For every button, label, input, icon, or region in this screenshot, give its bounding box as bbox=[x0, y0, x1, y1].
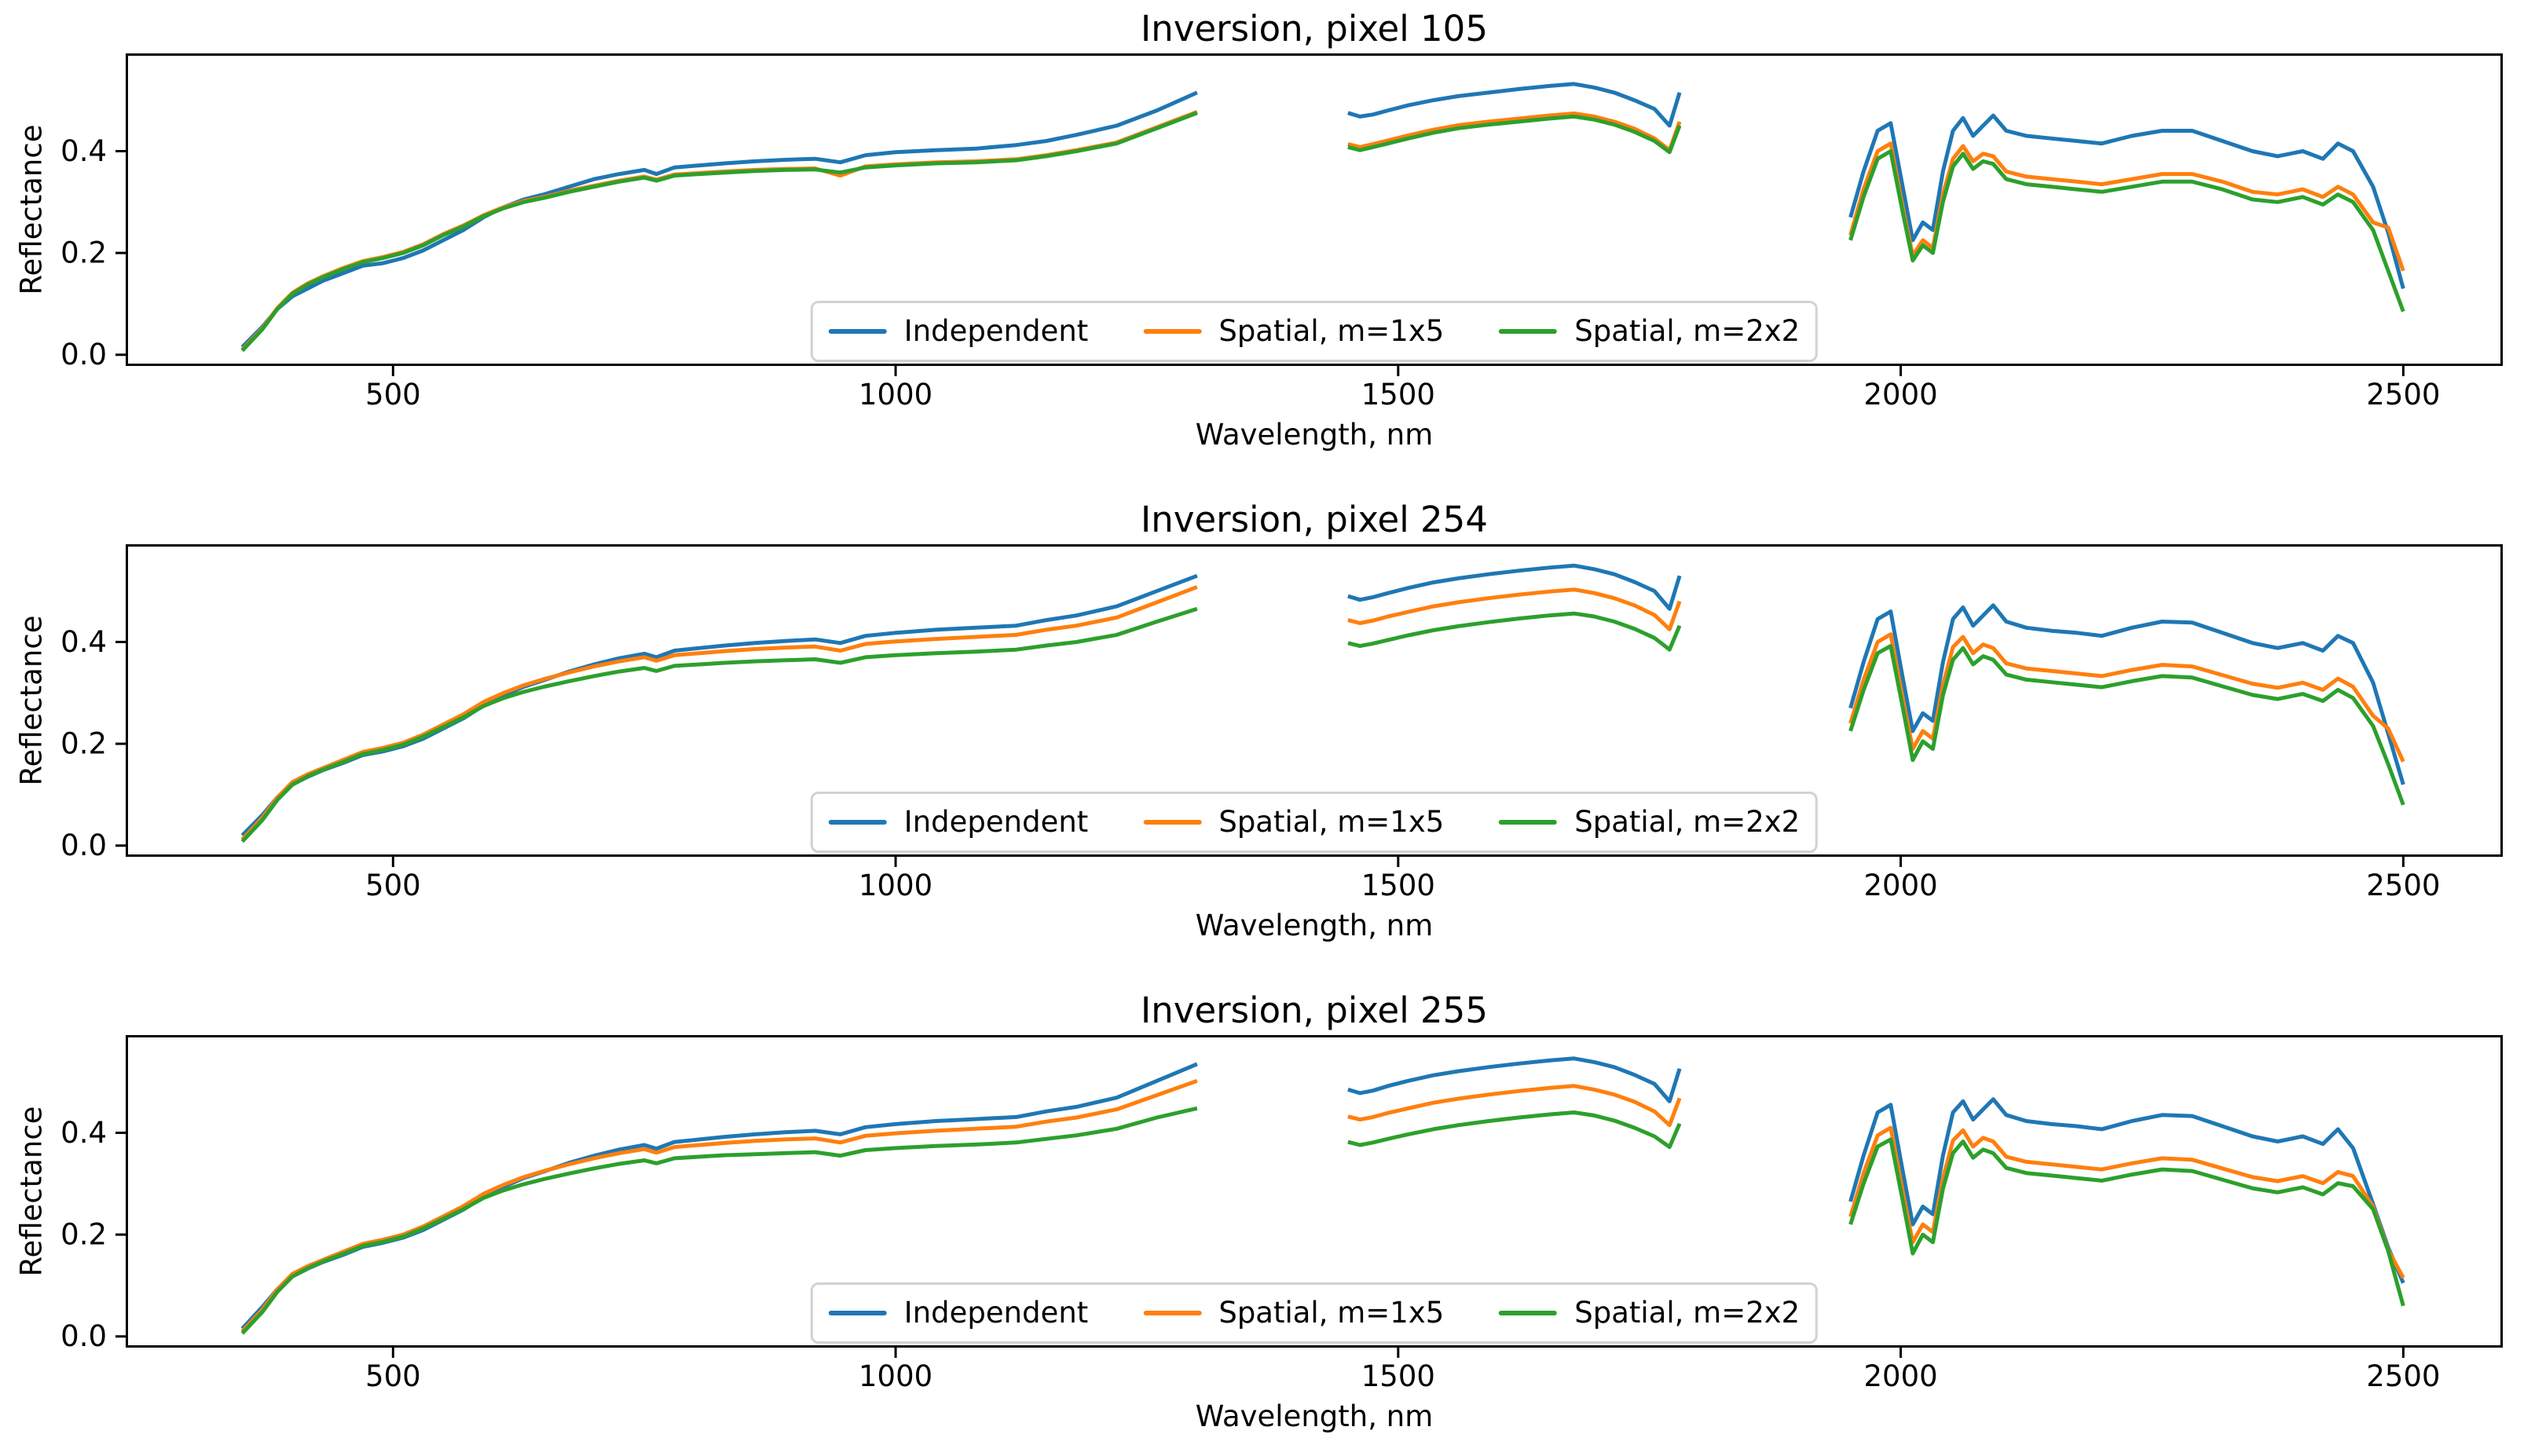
y-tick-label: 0.4 bbox=[60, 625, 107, 659]
series-independent-segment-3 bbox=[1848, 1097, 2405, 1284]
series-independent-segment-2 bbox=[1347, 563, 1682, 611]
series-spatial-m-1x5-segment-3 bbox=[1848, 1125, 2405, 1279]
series-spatial-m-2x2-segment-3 bbox=[1848, 149, 2405, 313]
legend-label: Independent bbox=[903, 1296, 1089, 1330]
plot-title: Inversion, pixel 255 bbox=[1141, 990, 1488, 1031]
series-spatial-m-2x2-segment-2 bbox=[1347, 114, 1682, 155]
axes-spines bbox=[126, 544, 2503, 857]
legend: Independent Spatial, m=1x5 Spatial, m=2x2 bbox=[810, 301, 1819, 363]
series-spatial-m-1x5-segment-2 bbox=[1347, 1084, 1682, 1128]
y-axis-label: Reflectance bbox=[14, 615, 49, 786]
y-tick-label: 0.4 bbox=[60, 134, 107, 168]
x-axis-label: Wavelength, nm bbox=[1195, 418, 1434, 452]
legend-swatch-independent bbox=[828, 820, 887, 825]
x-axis-label: Wavelength, nm bbox=[1195, 1399, 1434, 1433]
series-spatial-m-2x2-segment-1 bbox=[240, 606, 1198, 843]
x-tick-label: 2000 bbox=[1863, 1359, 1937, 1393]
legend-label: Spatial, m=1x5 bbox=[1218, 805, 1445, 839]
legend-swatch-spatial-m-1x5 bbox=[1143, 1311, 1202, 1316]
series-independent-segment-3 bbox=[1848, 113, 2405, 290]
legend-label: Independent bbox=[903, 805, 1089, 839]
y-tick-label: 0.0 bbox=[60, 1319, 107, 1353]
series-spatial-m-2x2-segment-1 bbox=[240, 1106, 1198, 1335]
legend-swatch-spatial-m-2x2 bbox=[1499, 1311, 1558, 1316]
legend-item-spatial-m-2x2: Spatial, m=2x2 bbox=[1499, 804, 1800, 840]
legend-swatch-spatial-m-1x5 bbox=[1143, 329, 1202, 335]
legend-swatch-spatial-m-2x2 bbox=[1499, 329, 1558, 335]
legend-item-spatial-m-1x5: Spatial, m=1x5 bbox=[1143, 313, 1444, 349]
axes-area: 500 1000 1500 2000 2500 0.0 0.2 0.4 bbox=[60, 544, 2503, 902]
series-spatial-m-2x2-segment-2 bbox=[1347, 1110, 1682, 1150]
legend-item-spatial-m-1x5: Spatial, m=1x5 bbox=[1143, 804, 1444, 840]
x-tick-label: 1500 bbox=[1361, 1359, 1435, 1393]
axes-spines bbox=[126, 1035, 2503, 1348]
y-tick-label: 0.0 bbox=[60, 829, 107, 862]
y-axis-label: Reflectance bbox=[14, 1106, 49, 1277]
x-tick-label: 2500 bbox=[2366, 378, 2440, 412]
legend-item-independent: Independent bbox=[828, 1295, 1089, 1331]
series-spatial-m-2x2-segment-2 bbox=[1347, 611, 1682, 652]
x-tick-label: 2000 bbox=[1863, 869, 1937, 902]
axes-area: 500 1000 1500 2000 2500 0.0 0.2 0.4 bbox=[60, 53, 2503, 412]
series-independent-segment-2 bbox=[1347, 1056, 1682, 1103]
legend-label: Spatial, m=2x2 bbox=[1574, 805, 1801, 839]
series-independent-segment-1 bbox=[240, 90, 1198, 349]
legend-swatch-spatial-m-2x2 bbox=[1499, 820, 1558, 825]
series-independent-segment-3 bbox=[1848, 603, 2405, 785]
x-tick-label: 500 bbox=[365, 869, 421, 902]
y-tick-label: 0.4 bbox=[60, 1116, 107, 1150]
legend-item-spatial-m-1x5: Spatial, m=1x5 bbox=[1143, 1295, 1444, 1331]
x-tick-label: 1000 bbox=[859, 378, 932, 412]
subplot-pixel-254: Inversion, pixel 254 Reflectance 500 1000… bbox=[0, 499, 2524, 942]
legend-label: Spatial, m=2x2 bbox=[1574, 1296, 1801, 1330]
legend-label: Independent bbox=[903, 314, 1089, 348]
series-spatial-m-1x5-segment-3 bbox=[1848, 141, 2405, 272]
x-tick-label: 2500 bbox=[2366, 869, 2440, 902]
y-tick-label: 0.0 bbox=[60, 338, 107, 371]
x-tick-label: 1000 bbox=[859, 869, 932, 902]
series-spatial-m-1x5-segment-2 bbox=[1347, 587, 1682, 631]
y-tick-label: 0.2 bbox=[60, 236, 107, 270]
legend-item-independent: Independent bbox=[828, 313, 1089, 349]
y-tick-label: 0.2 bbox=[60, 1218, 107, 1252]
series-spatial-m-1x5-segment-2 bbox=[1347, 112, 1682, 152]
subplot-pixel-255: Inversion, pixel 255 Reflectance 500 1000… bbox=[0, 990, 2524, 1433]
x-tick-label: 1500 bbox=[1361, 869, 1435, 902]
axes-spines bbox=[126, 53, 2503, 366]
x-tick-label: 1500 bbox=[1361, 378, 1435, 412]
x-tick-label: 2500 bbox=[2366, 1359, 2440, 1393]
series-independent-segment-2 bbox=[1347, 82, 1682, 128]
y-axis-label: Reflectance bbox=[14, 124, 49, 295]
legend-label: Spatial, m=2x2 bbox=[1574, 314, 1801, 348]
legend: Independent Spatial, m=1x5 Spatial, m=2x2 bbox=[810, 792, 1819, 854]
legend-item-spatial-m-2x2: Spatial, m=2x2 bbox=[1499, 1295, 1800, 1331]
legend-item-independent: Independent bbox=[828, 804, 1089, 840]
x-tick-label: 1000 bbox=[859, 1359, 932, 1393]
axes-area: 500 1000 1500 2000 2500 0.0 0.2 0.4 bbox=[60, 1035, 2503, 1393]
legend-label: Spatial, m=1x5 bbox=[1218, 1296, 1445, 1330]
plot-title: Inversion, pixel 105 bbox=[1141, 8, 1488, 49]
x-tick-label: 500 bbox=[365, 378, 421, 412]
legend-swatch-independent bbox=[828, 1311, 887, 1316]
series-spatial-m-2x2-segment-3 bbox=[1848, 644, 2405, 806]
x-tick-label: 2000 bbox=[1863, 378, 1937, 412]
legend-swatch-spatial-m-1x5 bbox=[1143, 820, 1202, 825]
x-axis-label: Wavelength, nm bbox=[1195, 909, 1434, 942]
subplot-pixel-105: Inversion, pixel 105 Reflectance 500 1000… bbox=[0, 8, 2524, 452]
legend-label: Spatial, m=1x5 bbox=[1218, 314, 1445, 348]
plot-title: Inversion, pixel 254 bbox=[1141, 499, 1488, 540]
y-tick-label: 0.2 bbox=[60, 727, 107, 761]
legend-swatch-independent bbox=[828, 329, 887, 335]
series-spatial-m-1x5-segment-3 bbox=[1848, 632, 2405, 763]
series-spatial-m-2x2-segment-1 bbox=[240, 111, 1198, 353]
legend-item-spatial-m-2x2: Spatial, m=2x2 bbox=[1499, 313, 1800, 349]
x-tick-label: 500 bbox=[365, 1359, 421, 1393]
series-spatial-m-2x2-segment-3 bbox=[1848, 1137, 2405, 1307]
legend: Independent Spatial, m=1x5 Spatial, m=2x2 bbox=[810, 1282, 1819, 1344]
